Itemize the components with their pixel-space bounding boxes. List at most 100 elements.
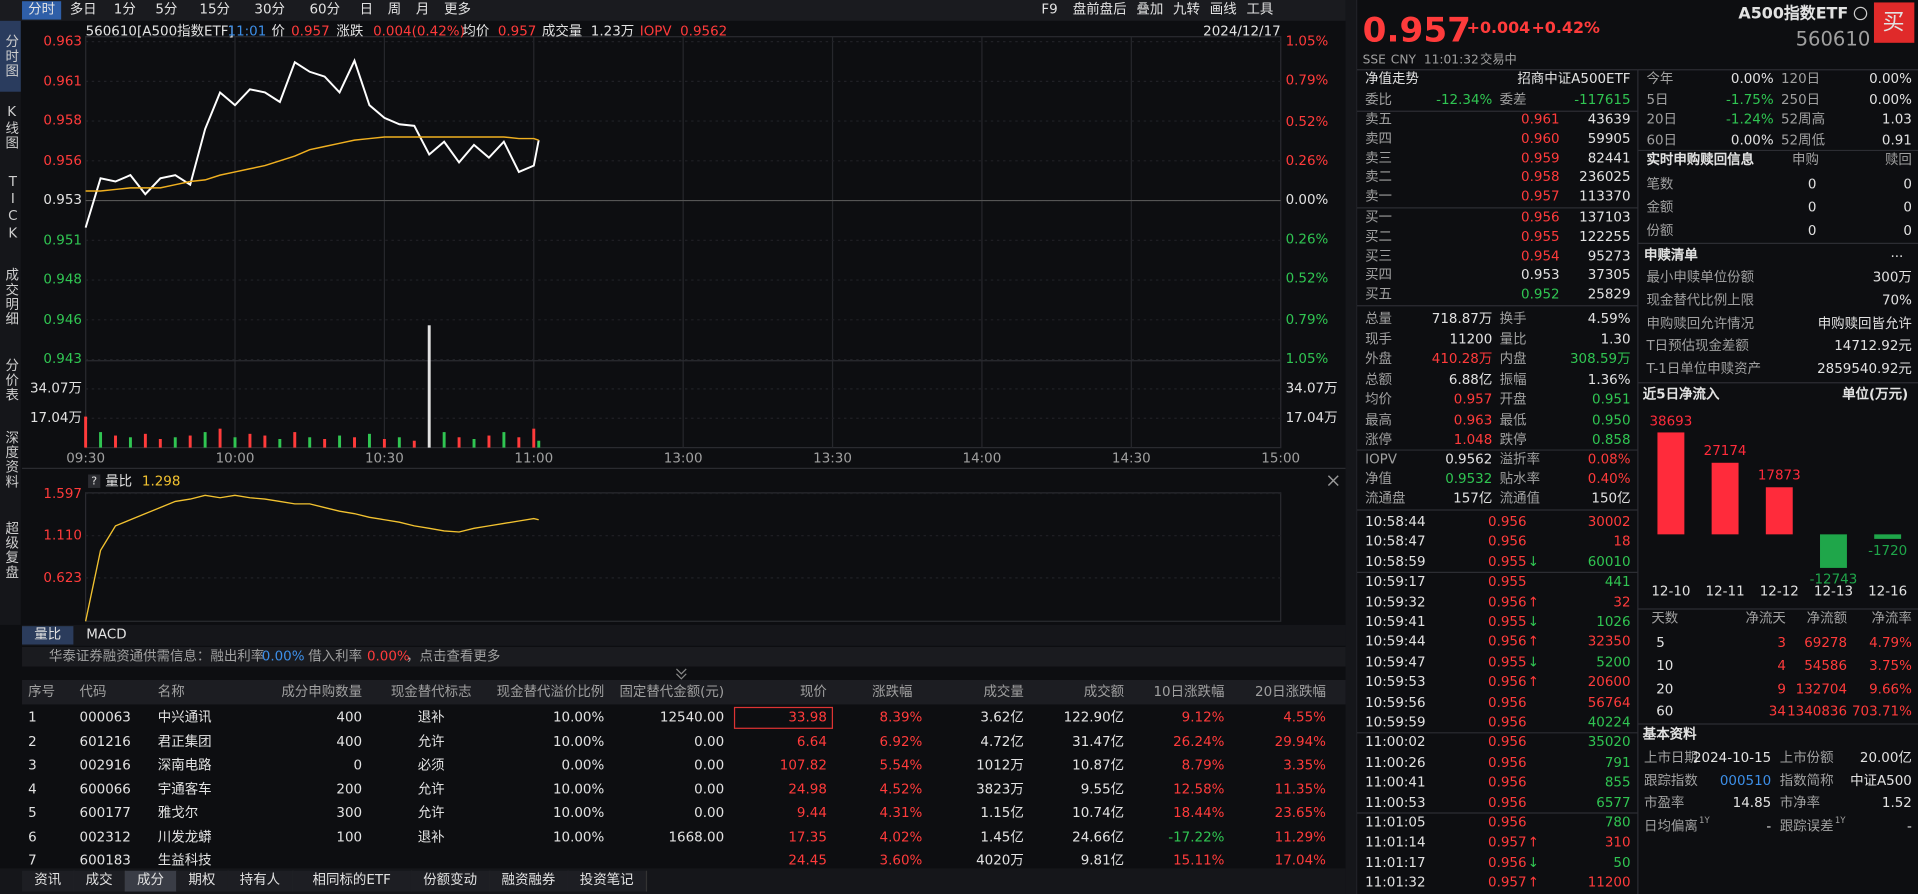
field-label: 金额 xyxy=(1646,199,1674,216)
column-header[interactable]: 现价 xyxy=(799,683,827,700)
tool[interactable]: 叠加 xyxy=(1136,1,1164,18)
field-label: 日均偏离 xyxy=(1643,817,1698,834)
field-label: 溢折率 xyxy=(1499,451,1541,468)
indicator-tab[interactable]: 量比 xyxy=(34,626,62,643)
tab[interactable]: 日 xyxy=(359,1,374,18)
field-value: 6.88亿 xyxy=(1448,371,1493,388)
trade-time: 10:59:47 xyxy=(1365,654,1426,670)
column-header[interactable]: 20日涨跌幅 xyxy=(1255,683,1326,700)
tab[interactable]: 更多 xyxy=(444,1,471,18)
tab[interactable]: 周 xyxy=(387,1,402,18)
field-label: 上市日期 xyxy=(1643,749,1698,766)
table-cell: 1 xyxy=(28,709,37,726)
tool[interactable]: 画线 xyxy=(1209,1,1237,18)
tool[interactable]: F9 xyxy=(1041,1,1058,18)
tab[interactable]: 15分 xyxy=(199,1,230,18)
bottom-tab[interactable]: 持有人 xyxy=(239,871,281,888)
y-tick-label: 1.597 xyxy=(43,484,82,501)
tool[interactable]: 九转 xyxy=(1173,1,1200,18)
x-tick-label: 12-12 xyxy=(1759,583,1799,600)
field-value: 14.85 xyxy=(1732,795,1772,812)
tab[interactable]: 60分 xyxy=(309,1,341,18)
trade-volume: 30002 xyxy=(1587,513,1631,530)
banner-link[interactable]: ，点击查看更多 xyxy=(406,648,501,665)
side-tab[interactable]: K线图 xyxy=(3,103,20,151)
field-value: 0.950 xyxy=(1592,411,1631,428)
field-label: 现手 xyxy=(1365,330,1393,347)
table-cell: 1668.00 xyxy=(668,828,725,845)
bottom-tab[interactable]: 成分 xyxy=(136,871,164,888)
table-cell: 400 xyxy=(336,733,363,750)
column-header[interactable]: 现金替代标志 xyxy=(390,683,472,700)
x-tick-label: 12-16 xyxy=(1868,583,1908,600)
column-header[interactable]: 涨跌幅 xyxy=(872,683,913,700)
table-cell: 4 xyxy=(28,780,37,797)
bottom-tab[interactable]: 成交 xyxy=(85,871,113,888)
bottom-tab[interactable]: 相同标的ETF xyxy=(312,871,391,888)
trade-volume: 6577 xyxy=(1596,794,1631,811)
field-label: 内盘 xyxy=(1499,350,1527,367)
field-value: 4.59% xyxy=(1587,310,1631,327)
field-label: 均价 xyxy=(1365,391,1393,408)
column-header[interactable]: 10日涨跌幅 xyxy=(1153,683,1225,700)
column-header[interactable]: 代码 xyxy=(79,683,107,700)
more[interactable]: ... xyxy=(1890,244,1904,261)
close-icon xyxy=(1327,475,1339,487)
table-cell: 11.29% xyxy=(1274,828,1326,845)
security-code: 560610 xyxy=(1795,26,1871,50)
side-tab[interactable]: 成交明细 xyxy=(3,267,20,327)
tab[interactable]: 1分 xyxy=(113,1,136,18)
bottom-tab[interactable]: 融资融券 xyxy=(501,871,556,888)
table-cell: 1340836 xyxy=(1787,703,1848,720)
column-header[interactable]: 成交额 xyxy=(1083,683,1125,700)
volume-bar xyxy=(263,435,267,448)
tool[interactable]: 工具 xyxy=(1246,1,1274,18)
table-cell: 0.00 xyxy=(694,757,725,773)
trade-time: 11:01:32 xyxy=(1365,874,1426,891)
field-label: 现金替代比例上限 xyxy=(1646,292,1755,308)
table-cell: 允许 xyxy=(417,804,445,821)
active-side xyxy=(0,20,21,92)
column-header[interactable]: 名称 xyxy=(157,683,185,700)
trade-volume: 855 xyxy=(1604,774,1631,791)
buy-label[interactable]: 买 xyxy=(1882,9,1905,35)
header-price-label: 价 xyxy=(271,23,286,40)
side-tab[interactable]: 超级复盘 xyxy=(3,520,20,580)
column-header[interactable]: 成分申购数量 xyxy=(281,683,363,700)
column-header[interactable]: 成交量 xyxy=(983,683,1024,700)
volume-bar xyxy=(248,433,252,448)
bottom-tab[interactable]: 份额变动 xyxy=(423,871,478,888)
tab[interactable]: 月 xyxy=(415,1,430,18)
volume-bar xyxy=(412,440,416,448)
column-header[interactable]: 现金替代溢价比例 xyxy=(496,683,605,700)
volume-bar xyxy=(442,432,446,448)
table-cell: 10.87亿 xyxy=(1072,757,1125,773)
volume-bar xyxy=(382,438,386,448)
column-header[interactable]: 序号 xyxy=(28,683,56,700)
tab[interactable]: 多日 xyxy=(69,1,97,18)
trade-price: 0.956 xyxy=(1488,714,1527,731)
indicator-tab[interactable]: MACD xyxy=(86,626,127,643)
side-tab[interactable]: TICK xyxy=(4,173,21,243)
tab[interactable]: 分时 xyxy=(28,1,56,18)
side-tab[interactable]: 深度资料 xyxy=(3,430,20,490)
volume-bar xyxy=(532,428,536,448)
side-tab[interactable]: 分时图 xyxy=(3,34,20,79)
book-label: 卖一 xyxy=(1365,188,1393,205)
tab[interactable]: 5分 xyxy=(155,1,178,18)
tab[interactable]: 30分 xyxy=(254,1,286,18)
bottom-tab[interactable]: 资讯 xyxy=(34,871,62,888)
field-value: 410.28万 xyxy=(1431,350,1493,367)
bottom-tab[interactable]: 投资笔记 xyxy=(579,871,634,888)
field-label: 上市份额 xyxy=(1779,749,1834,766)
banner-rate: 0.00% xyxy=(366,648,410,665)
tool[interactable]: 盘前盘后 xyxy=(1072,1,1127,18)
y-tick-label: 0.958 xyxy=(43,112,82,129)
side-tab[interactable]: 分价表 xyxy=(3,358,20,403)
data-label: -1720 xyxy=(1868,542,1908,559)
trade-time: 10:59:41 xyxy=(1365,613,1426,630)
column-header: 申购 xyxy=(1792,151,1819,168)
column-header[interactable]: 固定替代金额(元) xyxy=(619,683,725,700)
bottom-tab[interactable]: 期权 xyxy=(188,871,216,888)
